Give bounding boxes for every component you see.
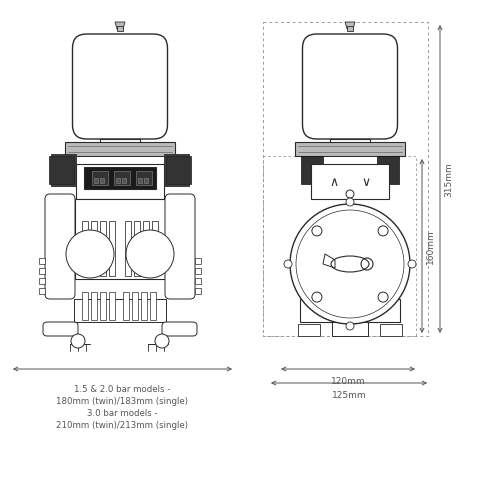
Text: 120mm: 120mm [330,376,366,385]
Bar [305,157,395,165]
Circle shape [346,322,354,330]
Bar [92,172,108,186]
Bar [332,322,368,336]
Bar [74,300,166,322]
Bar [122,179,126,183]
Circle shape [378,227,388,236]
Text: 3.0 bar models -: 3.0 bar models - [86,408,158,417]
Bar [166,157,191,184]
Bar [91,222,97,276]
Bar [377,157,399,184]
Bar [300,300,400,322]
Bar [109,292,115,320]
Bar [123,292,129,320]
Text: 1.5 & 2.0 bar models -: 1.5 & 2.0 bar models - [74,384,170,393]
Bar [330,140,370,150]
Bar [347,27,353,32]
Bar [132,292,138,320]
Bar [94,179,98,183]
Bar [144,179,148,183]
Bar [84,167,156,190]
Circle shape [284,260,292,269]
FancyBboxPatch shape [43,322,78,336]
Bar [100,140,140,150]
Polygon shape [164,155,189,187]
FancyBboxPatch shape [45,195,75,300]
Text: 180mm (twin)/183mm (single): 180mm (twin)/183mm (single) [56,396,188,405]
Bar [82,292,88,320]
Polygon shape [115,23,125,30]
Text: 315mm: 315mm [444,162,453,197]
Circle shape [408,260,416,269]
Circle shape [312,227,322,236]
Circle shape [378,292,388,302]
Bar [109,222,115,276]
Bar [195,258,201,264]
Bar [75,157,165,165]
Text: ∨: ∨ [362,175,370,188]
Bar [136,172,152,186]
Circle shape [346,198,354,207]
Polygon shape [345,23,355,30]
Text: ∧: ∧ [330,175,338,188]
Circle shape [155,334,169,348]
Bar [100,179,104,183]
Bar [39,258,45,264]
Circle shape [66,230,114,278]
Circle shape [290,205,410,324]
Bar [295,143,405,157]
Bar [311,165,389,199]
Bar [114,172,130,186]
Text: 160mm: 160mm [426,229,435,264]
Bar [195,269,201,274]
Bar [380,324,402,336]
Bar [134,222,140,276]
Bar [100,292,106,320]
FancyBboxPatch shape [165,195,195,300]
Bar [301,157,323,184]
Bar [298,324,320,336]
Bar [82,222,88,276]
Bar [195,288,201,294]
Bar [39,278,45,285]
Bar [75,199,165,279]
Bar [141,292,147,320]
Polygon shape [51,155,76,187]
Bar [125,222,131,276]
Bar [143,222,149,276]
Circle shape [71,334,85,348]
Circle shape [312,292,322,302]
Bar [39,269,45,274]
FancyBboxPatch shape [302,35,398,140]
Text: 210mm (twin)/213mm (single): 210mm (twin)/213mm (single) [56,420,188,429]
Circle shape [126,230,174,278]
Bar [195,278,201,285]
Bar [49,157,74,184]
Bar [152,222,158,276]
Bar [100,222,106,276]
Text: 125mm: 125mm [332,390,366,399]
Bar [138,179,142,183]
FancyBboxPatch shape [72,35,168,140]
Bar [39,288,45,294]
Bar [76,165,164,199]
Bar [91,292,97,320]
Circle shape [346,191,354,198]
Bar [117,27,123,32]
Bar [116,179,120,183]
Bar [150,292,156,320]
FancyBboxPatch shape [162,322,197,336]
Bar [65,143,175,157]
